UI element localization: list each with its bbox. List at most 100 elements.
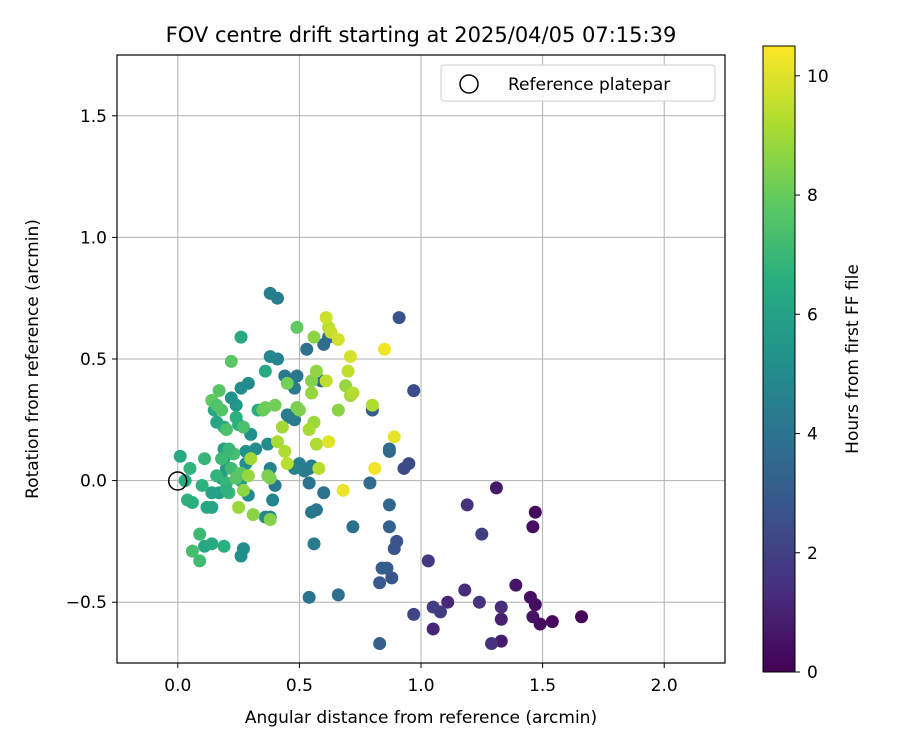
data-point [426,622,440,636]
colorbar-tick-label: 6 [807,305,818,325]
data-point [407,607,421,621]
data-point [275,420,289,434]
y-tick-label: 1.0 [80,228,107,248]
colorbar-tick-label: 2 [807,544,818,564]
data-point [290,369,304,383]
data-point [441,595,455,609]
colorbar-ticks: 0 2 4 6 8 10 [795,67,829,683]
data-point [460,498,474,512]
data-point [193,527,207,541]
data-point [336,483,350,497]
data-point [224,461,238,475]
y-tick-label: 0.5 [80,350,107,370]
data-point [198,452,212,466]
data-point [368,461,382,475]
data-point [526,520,540,534]
data-point [378,342,392,356]
data-point [494,612,508,626]
data-point [278,444,292,458]
data-point [305,374,319,388]
data-point [232,500,246,514]
grid-lines [117,55,725,663]
data-point [263,471,277,485]
data-point [302,476,316,490]
data-point [475,527,489,541]
data-point [575,610,589,624]
data-point [305,505,319,519]
data-point [382,520,396,534]
x-tick-label: 1.5 [529,676,556,696]
data-point [234,381,248,395]
x-tick-label: 0.5 [286,676,313,696]
data-point [292,403,306,417]
data-point [193,554,207,568]
data-point [185,544,199,558]
data-point [485,637,499,651]
data-point [290,320,304,334]
data-point [210,469,224,483]
data-point [472,595,486,609]
data-point [387,542,401,556]
x-tick-label: 0.0 [164,676,191,696]
data-point [375,561,389,575]
data-point [261,437,275,451]
data-point [309,437,323,451]
data-point [185,495,199,509]
data-point [402,457,416,471]
data-point [309,364,323,378]
data-point [545,615,559,629]
data-point [458,583,472,597]
data-point [195,478,209,492]
data-point [229,471,243,485]
data-point [178,474,192,488]
colorbar-tick-label: 8 [807,186,818,206]
data-point [236,483,250,497]
colorbar-gradient [762,45,796,673]
y-axis-ticks: −0.5 0.0 0.5 1.0 1.5 [66,107,117,613]
data-point [246,508,260,522]
data-point [249,442,263,456]
reference-platepar-marker [167,471,188,491]
data-point [302,423,316,437]
data-point [421,554,435,568]
data-point [219,423,233,437]
data-point [509,578,523,592]
data-point [222,442,236,456]
data-point [523,590,537,604]
data-point [526,610,540,624]
data-point [263,513,277,527]
data-point [280,376,294,390]
x-tick-label: 2.0 [651,676,678,696]
data-point [382,498,396,512]
data-point [219,483,233,497]
data-point [331,403,345,417]
colorbar-label: Hours from first FF file [843,264,863,454]
data-point [387,430,401,444]
chart-title: FOV centre drift starting at 2025/04/05 … [166,23,677,47]
data-point [205,537,219,551]
data-point [205,486,219,500]
data-point [317,486,331,500]
data-points [173,286,589,651]
data-point [244,452,258,466]
data-point [224,354,238,368]
data-point [346,520,360,534]
data-point [263,286,277,300]
data-point [224,391,238,405]
data-point [331,333,345,347]
x-axis-label: Angular distance from reference (arcmin) [245,708,597,728]
data-point [302,590,316,604]
data-point [200,500,214,514]
data-point [382,442,396,456]
data-point [268,398,282,412]
data-point [280,408,294,422]
y-tick-label: 0.0 [80,472,107,492]
colorbar-tick-label: 4 [807,425,818,445]
data-point [385,571,399,585]
data-point [312,461,326,475]
colorbar: 0 2 4 6 8 10 Hours from first FF file [762,45,863,683]
data-point [307,330,321,344]
data-point [212,384,226,398]
x-axis-ticks: 0.0 0.5 1.0 1.5 2.0 [164,663,678,696]
